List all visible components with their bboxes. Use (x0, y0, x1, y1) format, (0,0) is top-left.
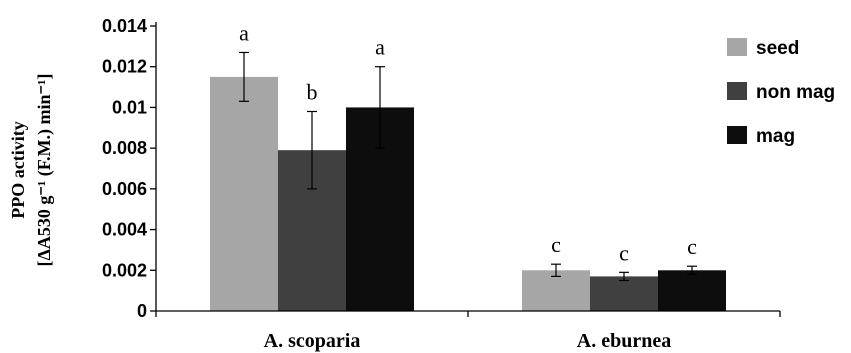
y-axis-label-line2: [ΔA530 g⁻¹ (F.M.) min⁻¹] (34, 74, 55, 267)
bar (210, 76, 278, 312)
significance-letter: a (375, 35, 385, 60)
significance-letter: c (551, 232, 561, 257)
y-tick-label: 0.014 (102, 16, 147, 36)
y-tick-label: 0 (137, 301, 147, 321)
significance-letter: c (687, 234, 697, 259)
significance-letter: a (239, 20, 249, 45)
bar (658, 270, 726, 311)
legend-swatch (727, 82, 747, 100)
y-tick-label: 0.004 (102, 220, 147, 240)
y-axis: 0 0.002 0.004 0.006 0.008 0.01 0.012 0.014 (102, 16, 157, 321)
y-tick-label: 0.01 (112, 97, 147, 117)
significance-letter: b (307, 80, 318, 105)
significance-letter: c (619, 240, 629, 265)
y-tick-label: 0.012 (102, 57, 147, 77)
bars: a b a c c c (210, 20, 726, 312)
legend-label: seed (756, 38, 799, 59)
y-tick-label: 0.002 (102, 260, 147, 280)
legend-swatch (727, 38, 747, 56)
legend-label: mag (756, 126, 795, 147)
y-axis-label: PPO activity [ΔA530 g⁻¹ (F.M.) min⁻¹] (8, 74, 55, 267)
y-tick-label: 0.008 (102, 138, 147, 158)
y-axis-label-line1: PPO activity (8, 121, 28, 218)
bar (590, 276, 658, 311)
x-category-label: A. scoparia (264, 330, 361, 352)
legend-label: non mag (756, 82, 835, 103)
legend: seed non mag mag (727, 38, 835, 147)
x-axis: A. scoparia A. eburnea (155, 310, 781, 352)
bar (522, 270, 590, 311)
legend-swatch (727, 126, 747, 144)
x-category-label: A. eburnea (577, 330, 671, 352)
y-tick-label: 0.006 (102, 179, 147, 199)
